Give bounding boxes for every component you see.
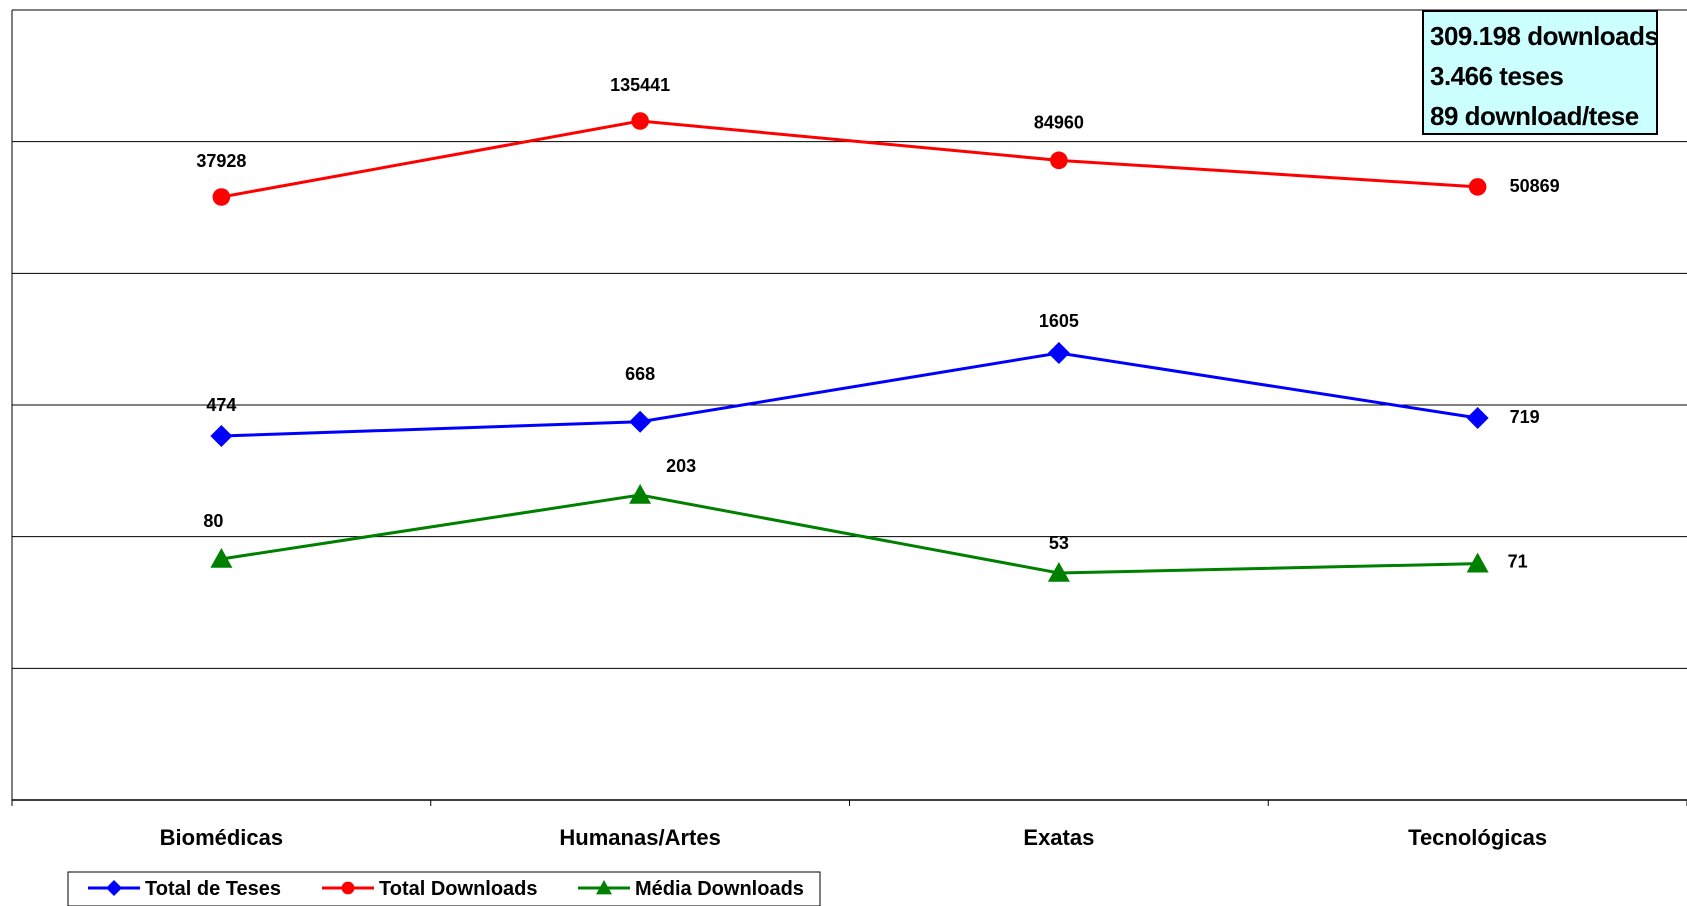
data-label: 50869 [1510, 176, 1560, 196]
summary-downloads: 309.198 downloads [1430, 21, 1659, 51]
legend-box [67, 871, 821, 906]
data-point [629, 484, 652, 504]
data-label: 135441 [610, 75, 670, 95]
data-point [596, 880, 612, 895]
grid-lines [12, 9, 1687, 669]
data-point [1047, 342, 1070, 364]
data-label: 474 [206, 395, 236, 415]
data-point [1466, 552, 1489, 573]
series-line [221, 119, 1478, 199]
summary-ratio: 89 download/tese [1430, 101, 1639, 131]
data-point [1468, 178, 1487, 196]
data-point [210, 425, 233, 447]
category-labels: Biomédicas Humanas/Artes Exatas Tecnológica… [160, 825, 1547, 850]
data-label: 71 [1508, 552, 1528, 572]
x-tick-label: Humanas/Artes [559, 825, 720, 850]
series-1: 37928 135441 84960 50869 [196, 75, 1560, 206]
series-2: 80 203 53 71 [203, 456, 1528, 582]
data-label: 84960 [1034, 112, 1084, 132]
data-label: 53 [1049, 533, 1069, 553]
legend-label: Total de Teses [145, 878, 281, 900]
data-label: 668 [625, 364, 655, 384]
data-label: 37928 [196, 151, 246, 171]
x-tick-label: Tecnológicas [1408, 825, 1547, 850]
series-line [221, 493, 1478, 575]
data-point [341, 881, 355, 895]
data-point [629, 410, 652, 433]
legend-item: Total Downloads [322, 878, 538, 900]
data-point [1047, 562, 1070, 582]
legend: Total de Teses Total Downloads Média Downl… [67, 871, 821, 906]
data-point [1050, 151, 1068, 170]
data-label: 719 [1510, 407, 1540, 427]
data-point [631, 112, 649, 130]
data-label: 1605 [1039, 311, 1079, 331]
summary-teses: 3.466 teses [1430, 61, 1564, 91]
axes [11, 10, 1687, 806]
series-0: 474 668 1605 719 [206, 311, 1540, 447]
x-tick-label: Exatas [1023, 825, 1094, 850]
data-label: 203 [666, 456, 696, 476]
legend-label: Total Downloads [379, 878, 538, 900]
summary-box: 309.198 downloads 3.466 teses 89 downloa… [1422, 10, 1659, 135]
legend-item: Total de Teses [88, 878, 281, 900]
data-label: 80 [203, 511, 223, 531]
data-point [106, 880, 122, 896]
data-point [210, 547, 233, 568]
series-line [221, 351, 1478, 438]
legend-item: Média Downloads [578, 878, 804, 900]
x-tick-label: Biomédicas [160, 825, 284, 850]
series-group: 474 668 1605 719 37928 135441 84960 50869 80 203 5… [196, 75, 1560, 582]
data-point [1466, 407, 1489, 430]
data-point [212, 188, 231, 206]
legend-label: Média Downloads [635, 878, 804, 900]
